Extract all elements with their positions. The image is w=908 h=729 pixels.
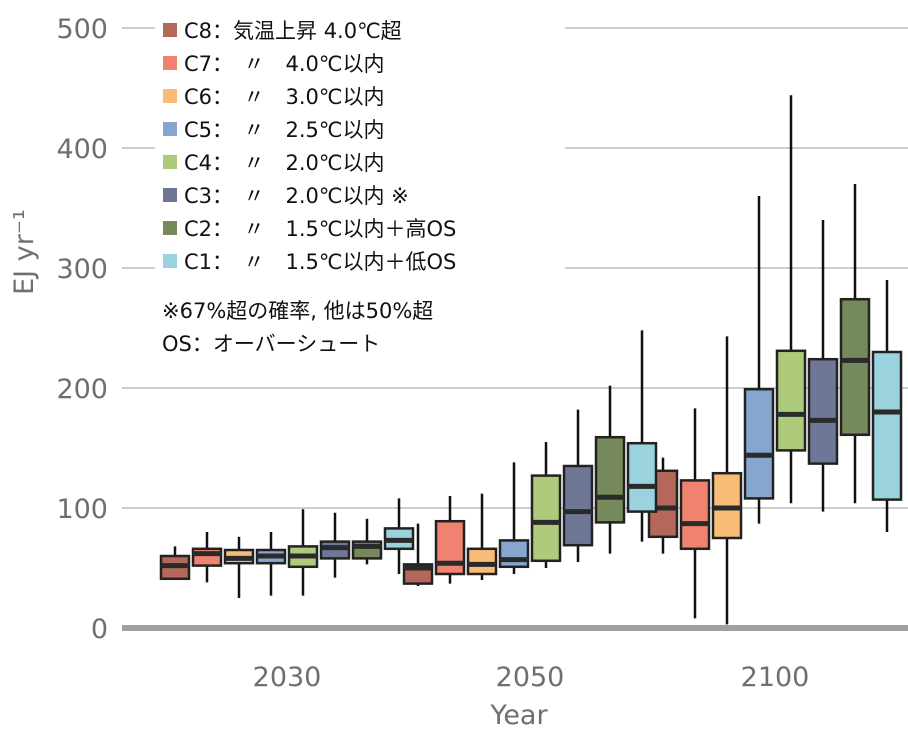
y-axis-title: EJ yr⁻¹: [9, 209, 40, 295]
box-plots: [159, 95, 903, 625]
legend-swatch-7: [163, 221, 177, 235]
y-tick-label-100: 100: [56, 494, 108, 525]
box-2030-series-7: [351, 518, 383, 565]
box-body: [562, 464, 594, 547]
legend-note-overshoot: OS：オーバーシュート: [162, 332, 380, 356]
legend-label-3: C6： 〃 3.0℃以内: [184, 85, 385, 109]
box-body: [498, 539, 530, 569]
box-body: [679, 479, 711, 551]
box-2100-series-3: [711, 336, 743, 625]
box-2100-series-6: [807, 220, 839, 512]
box-body: [434, 519, 466, 576]
box-2030-series-8: [383, 498, 415, 574]
box-2100-series-2: [679, 408, 711, 619]
box-2050-series-3: [466, 493, 498, 580]
box-body: [807, 357, 839, 465]
y-tick-label-200: 200: [56, 374, 108, 405]
box-2030-series-2: [191, 532, 223, 583]
legend-swatch-3: [163, 89, 177, 103]
x-tick-label-2030: 2030: [253, 662, 322, 693]
box-2050-series-8: [626, 330, 658, 542]
legend-swatch-4: [163, 122, 177, 136]
box-body: [466, 547, 498, 576]
box-2050-series-2: [434, 496, 466, 584]
box-body: [530, 474, 562, 563]
legend: C8：気温上昇 4.0℃超 C7： 〃 4.0℃以内 C6： 〃 3.0℃以内 C5：…: [163, 19, 456, 274]
x-axis-title: Year: [489, 700, 548, 729]
box-2050-series-4: [498, 462, 530, 574]
legend-label-2: C7： 〃 4.0℃以内: [184, 52, 385, 76]
box-2050-series-7: [594, 385, 626, 554]
legend-label-6: C3： 〃 2.0℃以内 ※: [184, 184, 409, 208]
box-2030-series-3: [223, 536, 255, 598]
x-tick-label-2050: 2050: [496, 662, 565, 693]
x-tick-label-2100: 2100: [741, 662, 810, 693]
legend-label-1: C8：気温上昇 4.0℃超: [184, 19, 402, 43]
box-2050-series-5: [530, 442, 562, 568]
box-2100-series-7: [839, 184, 871, 504]
legend-swatch-2: [163, 56, 177, 70]
box-body: [839, 297, 871, 437]
box-body: [594, 435, 626, 524]
box-2030-series-4: [255, 532, 287, 596]
legend-label-8: C1： 〃 1.5℃以内＋低OS: [184, 250, 456, 274]
legend-label-4: C5： 〃 2.5℃以内: [184, 118, 385, 142]
box-body: [743, 387, 775, 500]
box-2050-series-1: [402, 523, 434, 586]
legend-background: [155, 10, 565, 355]
box-body: [626, 441, 658, 513]
legend-label-5: C4： 〃 2.0℃以内: [184, 151, 385, 175]
legend-label-7: C2： 〃 1.5℃以内＋高OS: [184, 217, 456, 241]
box-2050-series-6: [562, 409, 594, 562]
legend-swatch-5: [163, 155, 177, 169]
legend-swatch-6: [163, 188, 177, 202]
box-2100-series-4: [743, 196, 775, 524]
x-axis-ticks: 2030 2050 2100: [253, 662, 810, 693]
y-tick-label-500: 500: [56, 14, 108, 45]
box-2030-series-1: [159, 546, 191, 581]
box-2030-series-6: [319, 512, 351, 578]
box-body: [775, 349, 807, 452]
legend-swatch-8: [163, 254, 177, 268]
y-axis-ticks: 0 100 200 300 400 500: [56, 14, 108, 645]
box-body: [871, 350, 903, 501]
box-2100-series-8: [871, 280, 903, 532]
legend-note-probability: ※67%超の確率, 他は50%超: [162, 299, 433, 323]
y-tick-label-400: 400: [56, 134, 108, 165]
legend-swatch-1: [163, 23, 177, 37]
y-tick-label-300: 300: [56, 254, 108, 285]
y-tick-label-0: 0: [91, 614, 108, 645]
box-2100-series-5: [775, 95, 807, 504]
box-2030-series-5: [287, 509, 319, 596]
